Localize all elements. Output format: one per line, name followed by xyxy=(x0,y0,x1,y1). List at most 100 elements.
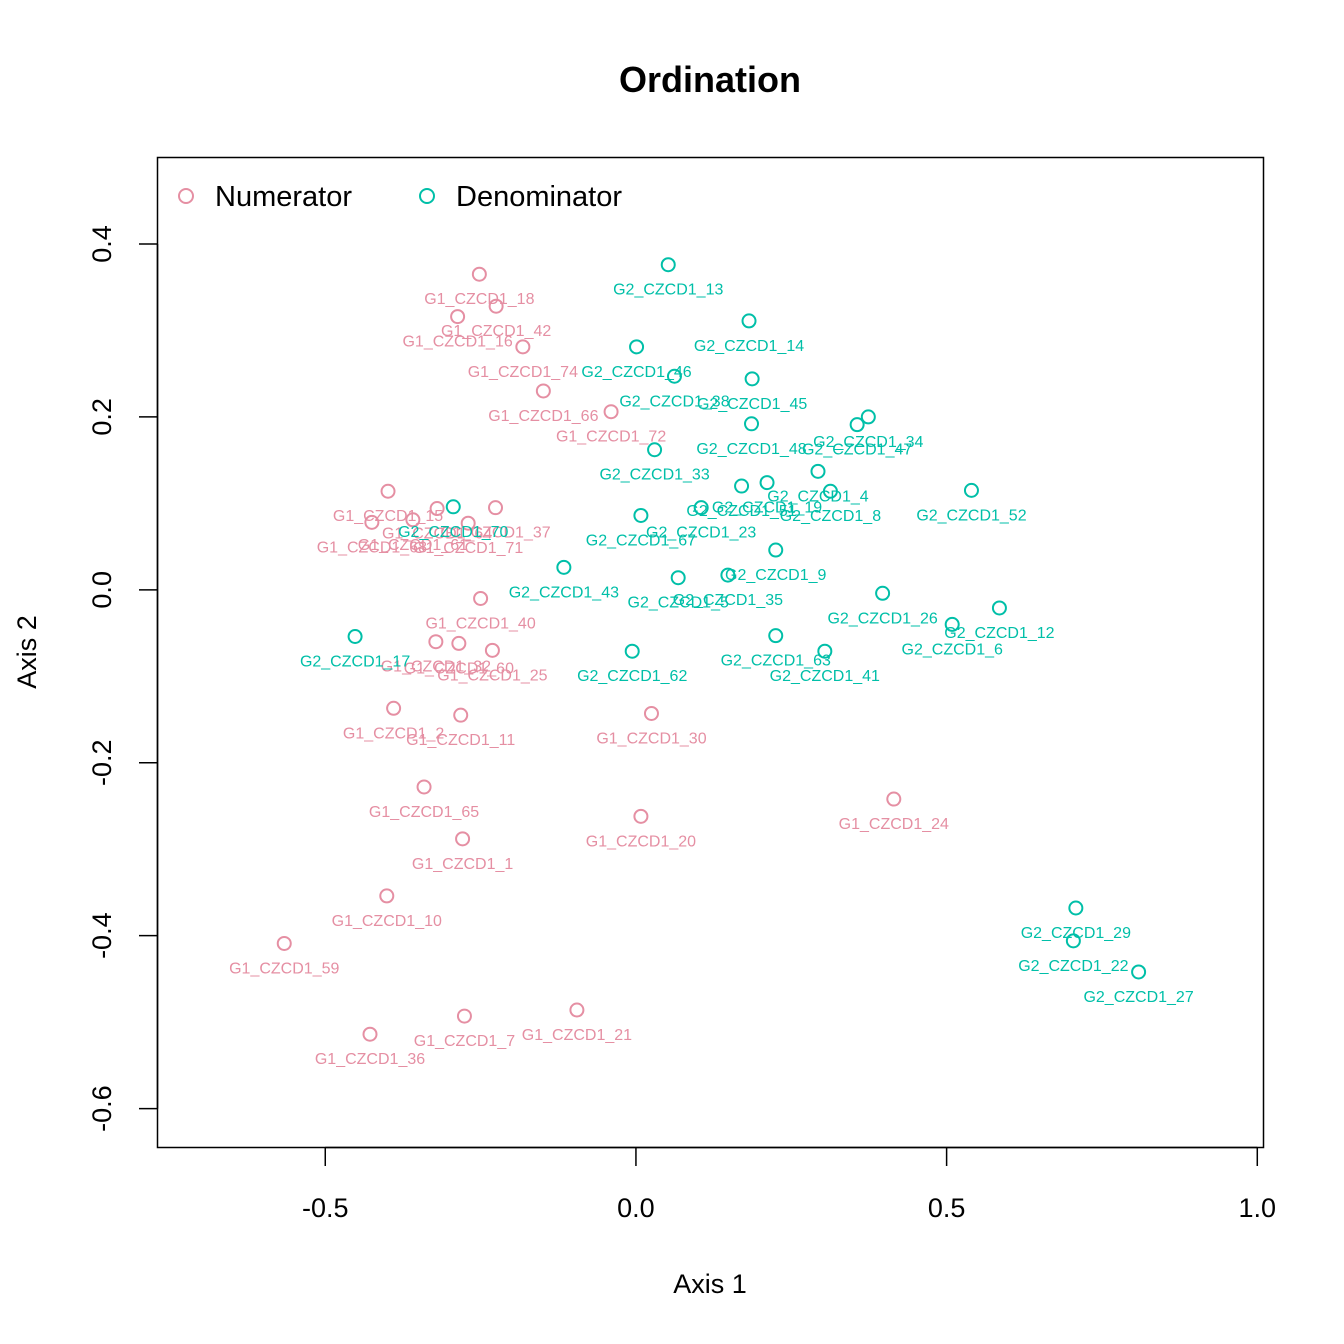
data-point xyxy=(822,483,838,499)
data-point-label: G2_CZCD1_45 xyxy=(697,396,807,413)
chart-title: Ordination xyxy=(619,59,801,100)
legend-marker-denominator xyxy=(419,188,435,204)
data-point-label: G2_CZCD1_29 xyxy=(1021,925,1131,942)
data-point-label: G2_CZCD1_12 xyxy=(944,625,1054,642)
data-point xyxy=(416,779,432,795)
data-point-label: G1_CZCD1_36 xyxy=(315,1051,425,1068)
data-point xyxy=(488,500,504,516)
data-point xyxy=(428,634,444,650)
data-point xyxy=(455,831,471,847)
data-point xyxy=(488,298,504,314)
data-point-label: G1_CZCD1_66 xyxy=(488,408,598,425)
data-point-label: G1_CZCD1_7 xyxy=(414,1033,515,1050)
data-point-label: G2_CZCD1_19 xyxy=(712,500,822,517)
data-point xyxy=(386,700,402,716)
data-point xyxy=(633,507,649,523)
data-point xyxy=(380,483,396,499)
legend-marker-numerator xyxy=(178,188,194,204)
data-point xyxy=(1065,933,1081,949)
data-point-label: G1_CZCD1_68 xyxy=(317,539,427,556)
data-point-label: G2_CZCD1_27 xyxy=(1083,989,1193,1006)
y-tick-label: -0.2 xyxy=(87,739,117,786)
data-point xyxy=(364,514,380,530)
data-point xyxy=(450,309,466,325)
data-point-label: G2_CZCD1_41 xyxy=(770,668,880,685)
data-point xyxy=(569,1002,585,1018)
data-point-label: G1_CZCD1_61 xyxy=(358,537,468,554)
data-point xyxy=(643,705,659,721)
x-axis-label: Axis 1 xyxy=(673,1269,747,1299)
data-point xyxy=(1068,900,1084,916)
data-point-label: G2_CZCD1_67 xyxy=(586,532,696,549)
data-point-label: G1_CZCD1_2 xyxy=(343,725,444,742)
data-point xyxy=(471,266,487,282)
data-point xyxy=(460,515,476,531)
data-point-label: G2_CZCD1_34 xyxy=(813,434,923,451)
data-point-label: G2_CZCD1_47 xyxy=(802,442,912,459)
data-point xyxy=(362,1026,378,1042)
data-point-label: G1_CZCD1_11 xyxy=(406,732,515,749)
data-point xyxy=(484,642,500,658)
data-point-label: G2_CZCD1_43 xyxy=(509,584,619,601)
data-point-label: G1_CZCD1_40 xyxy=(425,615,535,632)
data-point xyxy=(963,482,979,498)
data-point-label: G1_CZCD1_30 xyxy=(596,730,706,747)
data-point xyxy=(276,935,292,951)
data-point-label: G2_CZCD1_33 xyxy=(599,467,709,484)
data-point-label: G1_CZCD1_18 xyxy=(424,291,534,308)
data-point-label: G1_CZCD1_21 xyxy=(522,1027,632,1044)
data-point-label: G2_CZCD1_4 xyxy=(767,488,868,505)
data-point xyxy=(445,499,461,515)
data-point-label: G1_CZCD1_60 xyxy=(404,660,514,677)
data-point-label: G1_CZCD1_65 xyxy=(369,804,479,821)
y-axis: -0.6 -0.4 -0.2 0.0 0.2 0.4 xyxy=(87,225,159,1132)
data-point xyxy=(734,478,750,494)
data-point xyxy=(886,791,902,807)
data-point-label: G2_CZCD1_6 xyxy=(902,641,1003,658)
data-point-label: G1_CZCD1_37 xyxy=(440,525,550,542)
data-point-label: G2_CZCD1_35 xyxy=(673,592,783,609)
data-point xyxy=(405,512,421,528)
legend-label-denominator: Denominator xyxy=(456,181,622,213)
data-point-label: G2_CZCD1_48 xyxy=(696,441,806,458)
data-point xyxy=(670,570,686,586)
y-tick-label: 0.0 xyxy=(87,571,117,609)
data-point xyxy=(451,635,467,651)
data-point xyxy=(693,500,709,516)
data-point-label: G1_CZCD1_16 xyxy=(402,334,512,351)
data-point xyxy=(768,542,784,558)
data-point-label: G1_CZCD1_72 xyxy=(556,429,666,446)
data-point-label: G2_CZCD1_52 xyxy=(916,507,1026,524)
legend: Numerator Denominator xyxy=(178,181,622,213)
data-point xyxy=(629,339,645,355)
data-point-label: G2_CZCD1_5 xyxy=(628,595,729,612)
data-point-label: G2_CZCD1_38 xyxy=(619,393,729,410)
data-point xyxy=(744,416,760,432)
data-point xyxy=(379,888,395,904)
data-point-label: G1_CZCD1_42 xyxy=(441,323,551,340)
data-point-label: G2_CZCD1_26 xyxy=(827,610,937,627)
x-axis: -0.5 0.0 0.5 1.0 xyxy=(302,1146,1277,1223)
y-tick-label: -0.4 xyxy=(87,912,117,959)
data-point xyxy=(817,643,833,659)
data-point-label: G1_CZCD1_74 xyxy=(468,364,578,381)
data-point xyxy=(453,707,469,723)
y-tick-label: -0.6 xyxy=(87,1085,117,1132)
x-tick-label: 1.0 xyxy=(1239,1193,1277,1223)
data-point xyxy=(759,475,775,491)
data-point xyxy=(603,404,619,420)
data-point xyxy=(633,808,649,824)
y-axis-label: Axis 2 xyxy=(12,615,42,689)
data-point xyxy=(849,417,865,433)
data-point-label: G2_CZCD1_13 xyxy=(613,282,723,299)
data-point xyxy=(535,383,551,399)
data-point xyxy=(944,616,960,632)
data-point-label: G2_CZCD1_14 xyxy=(694,338,804,355)
data-point-label: G2_CZCD1_70 xyxy=(398,524,508,541)
data-point-label: G2_CZCD1_62 xyxy=(577,668,687,685)
data-point xyxy=(991,600,1007,616)
data-point-label: G2_CZCD1_8 xyxy=(780,508,881,525)
